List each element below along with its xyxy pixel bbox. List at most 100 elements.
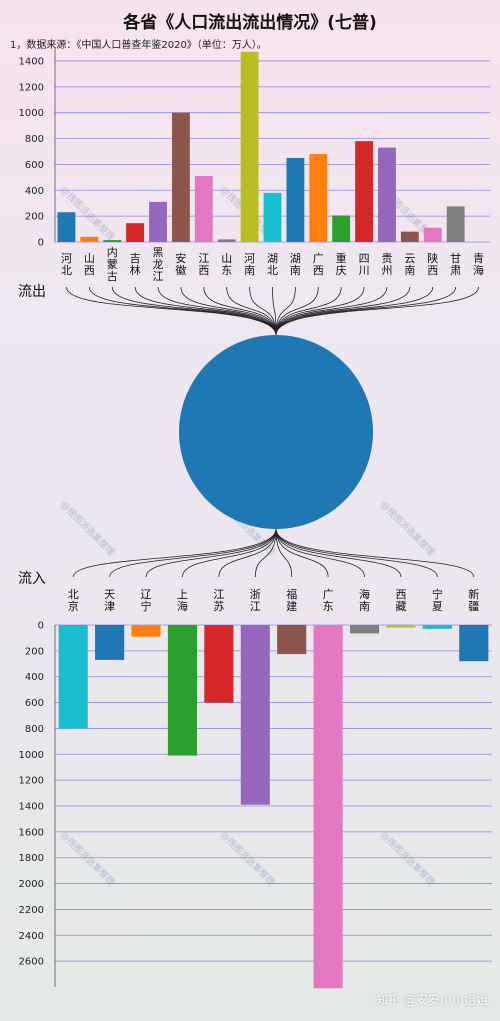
bar-北京 xyxy=(58,625,88,729)
x-tick-label: 江 xyxy=(213,588,224,601)
outflow-section-label: 流出 xyxy=(18,284,46,300)
connector xyxy=(111,286,277,336)
watermark-text: @搜图派选集整理 xyxy=(378,499,437,558)
x-tick-label: 东 xyxy=(323,600,334,613)
connector xyxy=(157,286,277,336)
watermark-text: @搜图派选集整理 xyxy=(378,829,437,888)
x-tick-label: 宁 xyxy=(432,587,443,601)
x-tick-label: 山 xyxy=(221,252,232,265)
bar-河南 xyxy=(240,51,259,242)
x-tick-label: 陕 xyxy=(427,251,438,265)
x-tick-label: 天 xyxy=(104,588,115,601)
x-tick-label: 庆 xyxy=(336,263,347,277)
y-tick-label: 1400 xyxy=(19,802,44,813)
x-tick-label: 青 xyxy=(473,252,484,265)
bar-内蒙古 xyxy=(103,240,122,242)
x-tick-label: 山 xyxy=(84,252,95,265)
x-tick-label: 北 xyxy=(68,588,79,601)
watermark-text: @搜图派选集整理 xyxy=(58,829,117,888)
x-tick-label: 上 xyxy=(177,588,188,601)
bar-辽宁 xyxy=(131,625,161,637)
inflow-bars xyxy=(58,625,489,989)
y-tick-label: 800 xyxy=(25,724,44,735)
connector xyxy=(275,286,479,336)
connector xyxy=(182,528,277,578)
y-tick-label: 1800 xyxy=(19,853,44,864)
connector xyxy=(72,528,277,578)
bar-浙江 xyxy=(240,625,270,805)
connector xyxy=(275,528,475,578)
chart-title: 各省《人口流出流出情况》(七普) xyxy=(123,13,377,33)
x-tick-label: 东 xyxy=(221,264,232,277)
inflow-section-label: 流入 xyxy=(18,571,46,587)
watermark-text: @搜图派选集整理 xyxy=(218,829,277,888)
y-tick-label: 2400 xyxy=(19,931,44,942)
bar-重庆 xyxy=(332,215,351,242)
x-tick-label: 林 xyxy=(130,263,141,277)
x-tick-label: 辽 xyxy=(141,588,152,601)
bar-天津 xyxy=(95,625,125,660)
inflow-grid xyxy=(55,624,492,962)
x-tick-label: 新 xyxy=(468,587,479,601)
x-tick-label: 北 xyxy=(61,264,72,277)
x-tick-label: 南 xyxy=(359,600,370,613)
connector xyxy=(275,528,329,578)
bar-河北 xyxy=(57,212,76,242)
x-tick-label: 古 xyxy=(107,270,118,283)
y-tick-label: 1200 xyxy=(19,82,44,93)
bar-江西 xyxy=(194,176,213,242)
connector xyxy=(275,528,402,578)
x-tick-label: 苏 xyxy=(213,600,224,613)
x-tick-label: 安 xyxy=(175,251,186,265)
connector xyxy=(249,286,277,336)
bar-湖北 xyxy=(263,192,282,242)
x-tick-label: 甘 xyxy=(450,252,461,265)
bar-广西 xyxy=(309,154,328,242)
x-tick-label: 北 xyxy=(267,264,278,277)
bar-新疆 xyxy=(459,625,489,662)
y-tick-label: 2000 xyxy=(19,879,44,890)
bar-安徽 xyxy=(171,112,190,243)
connector xyxy=(254,528,277,578)
inflow-connectors xyxy=(72,528,475,578)
connector xyxy=(226,286,277,336)
x-tick-label: 江 xyxy=(250,600,261,613)
connector xyxy=(180,286,277,336)
x-tick-label: 广 xyxy=(313,252,324,265)
x-tick-label: 海 xyxy=(359,587,370,601)
bar-四川 xyxy=(355,141,374,242)
bar-山东 xyxy=(217,239,236,242)
x-tick-label: 京 xyxy=(68,599,79,613)
x-tick-label: 江 xyxy=(198,252,209,265)
x-tick-label: 内 xyxy=(107,245,118,259)
y-tick-label: 1000 xyxy=(19,108,44,119)
connector xyxy=(134,286,277,336)
bar-甘肃 xyxy=(446,206,465,242)
x-tick-label: 南 xyxy=(404,264,415,277)
x-tick-label: 南 xyxy=(244,264,255,277)
y-tick-label: 600 xyxy=(25,698,44,709)
x-tick-label: 津 xyxy=(104,600,115,613)
bar-湖南 xyxy=(286,157,305,242)
outflow-connectors xyxy=(66,286,479,336)
x-tick-label: 肃 xyxy=(450,264,461,277)
x-tick-label: 河 xyxy=(61,252,72,265)
y-tick-label: 200 xyxy=(25,646,44,657)
y-tick-label: 1600 xyxy=(19,827,44,838)
connector xyxy=(145,528,277,578)
x-tick-label: 南 xyxy=(290,264,301,277)
x-tick-label: 龙 xyxy=(153,258,164,271)
x-tick-label: 湖 xyxy=(290,252,301,265)
x-tick-label: 州 xyxy=(381,264,392,277)
bar-福建 xyxy=(277,625,307,655)
x-tick-label: 重 xyxy=(336,251,347,265)
bar-广东 xyxy=(313,625,343,989)
bar-西藏 xyxy=(386,625,416,628)
y-tick-label: 0 xyxy=(38,621,44,632)
x-tick-label: 建 xyxy=(286,599,297,613)
connector xyxy=(275,286,411,336)
y-tick-label: 400 xyxy=(25,186,44,197)
connector xyxy=(109,528,277,578)
